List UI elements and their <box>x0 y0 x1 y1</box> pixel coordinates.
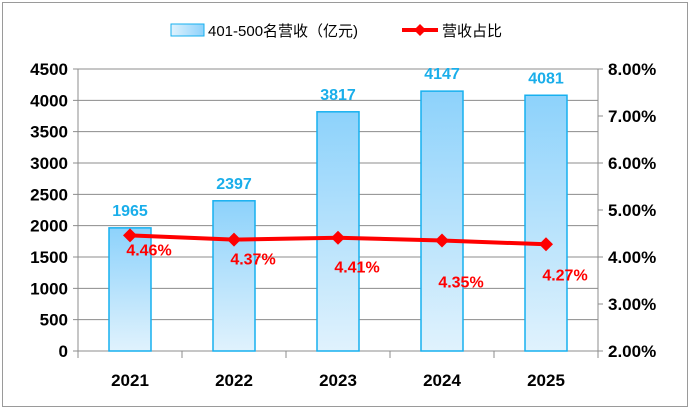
left-tick-label: 3000 <box>30 154 68 173</box>
line-marker-2025 <box>539 237 553 252</box>
left-tick-label: 1000 <box>30 279 68 298</box>
x-tick-label: 2021 <box>111 371 149 390</box>
bar-value-label: 1965 <box>112 203 148 220</box>
bar-2025 <box>524 94 568 352</box>
legend-bar-swatch <box>170 23 205 37</box>
bar-2021 <box>108 227 152 352</box>
line-value-label: 4.37% <box>230 252 275 269</box>
line-value-label: 4.27% <box>542 267 587 284</box>
bar-value-label: 4147 <box>424 66 460 83</box>
right-tick-label: 4.00% <box>608 248 656 267</box>
line-value-label: 4.46% <box>126 242 171 259</box>
right-tick-label: 2.00% <box>608 342 656 361</box>
right-tick-label: 7.00% <box>608 107 656 126</box>
left-tick-label: 2000 <box>30 217 68 236</box>
chart-frame <box>2 2 688 407</box>
legend-line-label: 营收占比 <box>442 23 502 40</box>
bar-2022 <box>212 200 256 352</box>
right-tick-label: 6.00% <box>608 154 656 173</box>
left-tick-label: 4500 <box>30 60 68 79</box>
right-tick-label: 3.00% <box>608 295 656 314</box>
bar-2024 <box>420 90 464 352</box>
x-tick-label: 2024 <box>423 371 461 390</box>
x-tick-label: 2025 <box>527 371 565 390</box>
x-tick-label: 2022 <box>215 371 253 390</box>
right-tick-label: 8.00% <box>608 60 656 79</box>
line-marker-2021 <box>123 228 137 243</box>
left-tick-label: 4000 <box>30 91 68 110</box>
legend-bar-label: 401-500名营收（亿元) <box>208 23 358 40</box>
line-value-label: 4.41% <box>334 260 379 277</box>
line-value-label: 4.35% <box>438 275 483 292</box>
left-tick-label: 2500 <box>30 185 68 204</box>
line-marker-2024 <box>435 233 449 248</box>
left-tick-label: 3500 <box>30 123 68 142</box>
left-tick-label: 500 <box>40 311 68 330</box>
left-tick-label: 1500 <box>30 248 68 267</box>
bar-value-label: 2397 <box>216 176 252 193</box>
bar-value-label: 3817 <box>320 87 356 104</box>
right-tick-label: 5.00% <box>608 201 656 220</box>
x-tick-label: 2023 <box>319 371 357 390</box>
line-marker-2023 <box>331 230 345 245</box>
line-marker-2022 <box>227 232 241 247</box>
legend-line-marker <box>414 24 426 36</box>
left-tick-label: 0 <box>59 342 68 361</box>
bar-value-label: 4081 <box>528 70 564 87</box>
